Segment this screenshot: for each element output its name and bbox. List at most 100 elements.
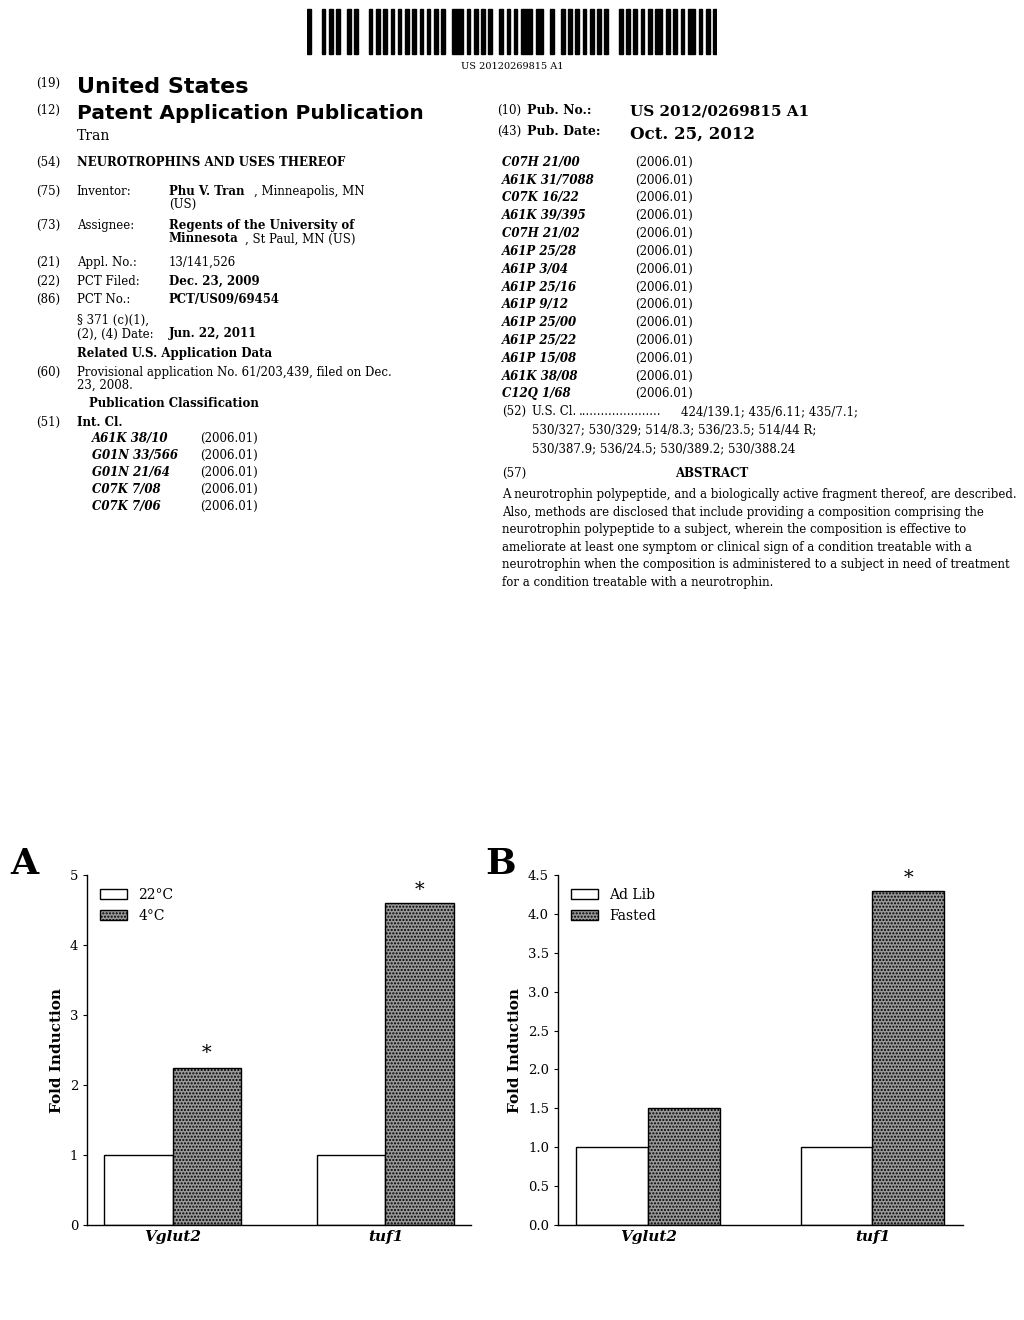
Bar [474, 9, 477, 54]
Legend: 22°C, 4°C: 22°C, 4°C [94, 882, 179, 928]
Bar [550, 9, 554, 54]
Bar [713, 9, 717, 54]
Text: Pub. Date:: Pub. Date: [527, 125, 601, 139]
Text: (22): (22) [36, 275, 59, 288]
Text: ABSTRACT: ABSTRACT [675, 467, 749, 480]
Bar [674, 9, 677, 54]
Text: C07H 21/00: C07H 21/00 [502, 156, 580, 169]
Text: A61P 25/22: A61P 25/22 [502, 334, 577, 347]
Text: (2006.01): (2006.01) [200, 432, 257, 445]
Text: 13/141,526: 13/141,526 [169, 256, 237, 269]
Bar [500, 9, 503, 54]
Text: A61K 38/08: A61K 38/08 [502, 370, 579, 383]
Text: A61P 25/16: A61P 25/16 [502, 281, 577, 293]
Text: (2006.01): (2006.01) [635, 370, 692, 383]
Text: (2006.01): (2006.01) [635, 244, 692, 257]
Text: Jun. 22, 2011: Jun. 22, 2011 [169, 327, 257, 341]
Text: (57): (57) [502, 467, 526, 480]
Text: (10): (10) [497, 104, 521, 117]
Text: 23, 2008.: 23, 2008. [77, 379, 133, 392]
Text: (2), (4) Date:: (2), (4) Date: [77, 327, 154, 341]
Text: Minnesota: Minnesota [169, 232, 239, 246]
Text: 530/327; 530/329; 514/8.3; 536/23.5; 514/44 R;: 530/327; 530/329; 514/8.3; 536/23.5; 514… [532, 424, 817, 437]
Bar [604, 9, 608, 54]
Bar [413, 9, 416, 54]
Text: (2006.01): (2006.01) [635, 334, 692, 347]
Bar [467, 9, 470, 54]
Bar [706, 9, 710, 54]
Bar [397, 9, 401, 54]
Text: (US): (US) [169, 198, 197, 211]
Bar [590, 9, 594, 54]
Bar [385, 903, 454, 1225]
Text: United States: United States [77, 77, 248, 96]
Text: *: * [202, 1044, 212, 1063]
Text: (52): (52) [502, 405, 526, 418]
Text: A61P 3/04: A61P 3/04 [502, 263, 568, 276]
Text: U.S. Cl.: U.S. Cl. [532, 405, 577, 418]
Bar [354, 9, 358, 54]
Text: (19): (19) [36, 77, 60, 90]
Text: (12): (12) [36, 104, 59, 117]
Bar [488, 9, 493, 54]
Bar [329, 9, 333, 54]
Bar [307, 9, 311, 54]
Bar [536, 9, 543, 54]
Text: Related U.S. Application Data: Related U.S. Application Data [77, 347, 271, 360]
Text: *: * [903, 869, 913, 887]
Text: PCT No.:: PCT No.: [77, 293, 130, 306]
Text: (2006.01): (2006.01) [635, 351, 692, 364]
Text: Pub. No.:: Pub. No.: [527, 104, 592, 117]
Bar [336, 9, 340, 54]
Text: US 20120269815 A1: US 20120269815 A1 [461, 62, 563, 71]
Bar [173, 1068, 241, 1225]
Bar [369, 9, 373, 54]
Text: (75): (75) [36, 185, 60, 198]
Text: Int. Cl.: Int. Cl. [77, 416, 122, 429]
Text: (86): (86) [36, 293, 60, 306]
Bar [376, 9, 380, 54]
Text: A61P 25/00: A61P 25/00 [502, 317, 577, 329]
Text: (2006.01): (2006.01) [200, 466, 257, 479]
Bar [322, 9, 326, 54]
Text: C07K 7/08: C07K 7/08 [92, 483, 161, 496]
Text: ......................: ...................... [579, 405, 662, 418]
Text: (2006.01): (2006.01) [635, 173, 692, 186]
Text: , Minneapolis, MN: , Minneapolis, MN [254, 185, 365, 198]
Bar [427, 9, 430, 54]
Text: C07K 7/06: C07K 7/06 [92, 500, 161, 513]
Text: Appl. No.:: Appl. No.: [77, 256, 136, 269]
Bar [655, 9, 663, 54]
Text: G01N 21/64: G01N 21/64 [92, 466, 170, 479]
Text: (2006.01): (2006.01) [635, 191, 692, 205]
Text: (2006.01): (2006.01) [635, 209, 692, 222]
Text: PCT Filed:: PCT Filed: [77, 275, 139, 288]
Text: C07H 21/02: C07H 21/02 [502, 227, 580, 240]
Text: (2006.01): (2006.01) [200, 449, 257, 462]
Text: (2006.01): (2006.01) [635, 388, 692, 400]
Bar [453, 9, 463, 54]
Text: PCT/US09/69454: PCT/US09/69454 [169, 293, 280, 306]
Text: NEUROTROPHINS AND USES THEREOF: NEUROTROPHINS AND USES THEREOF [77, 156, 345, 169]
Bar [406, 9, 409, 54]
Text: (51): (51) [36, 416, 60, 429]
Text: (43): (43) [497, 125, 521, 139]
Bar [561, 9, 564, 54]
Bar [688, 9, 695, 54]
Text: C12Q 1/68: C12Q 1/68 [502, 388, 570, 400]
Y-axis label: Fold Induction: Fold Induction [508, 987, 522, 1113]
Text: Inventor:: Inventor: [77, 185, 131, 198]
Text: 424/139.1; 435/6.11; 435/7.1;: 424/139.1; 435/6.11; 435/7.1; [681, 405, 858, 418]
Text: (2006.01): (2006.01) [200, 500, 257, 513]
Bar [575, 9, 579, 54]
Text: A61P 15/08: A61P 15/08 [502, 351, 577, 364]
Text: (21): (21) [36, 256, 59, 269]
Text: (2006.01): (2006.01) [635, 317, 692, 329]
Text: , St Paul, MN (US): , St Paul, MN (US) [245, 232, 355, 246]
Bar [481, 9, 484, 54]
Text: A neurotrophin polypeptide, and a biologically active fragment thereof, are desc: A neurotrophin polypeptide, and a biolog… [502, 488, 1017, 589]
Y-axis label: Fold Induction: Fold Induction [50, 987, 63, 1113]
Text: C07K 16/22: C07K 16/22 [502, 191, 579, 205]
Bar [420, 9, 423, 54]
Text: (2006.01): (2006.01) [635, 227, 692, 240]
